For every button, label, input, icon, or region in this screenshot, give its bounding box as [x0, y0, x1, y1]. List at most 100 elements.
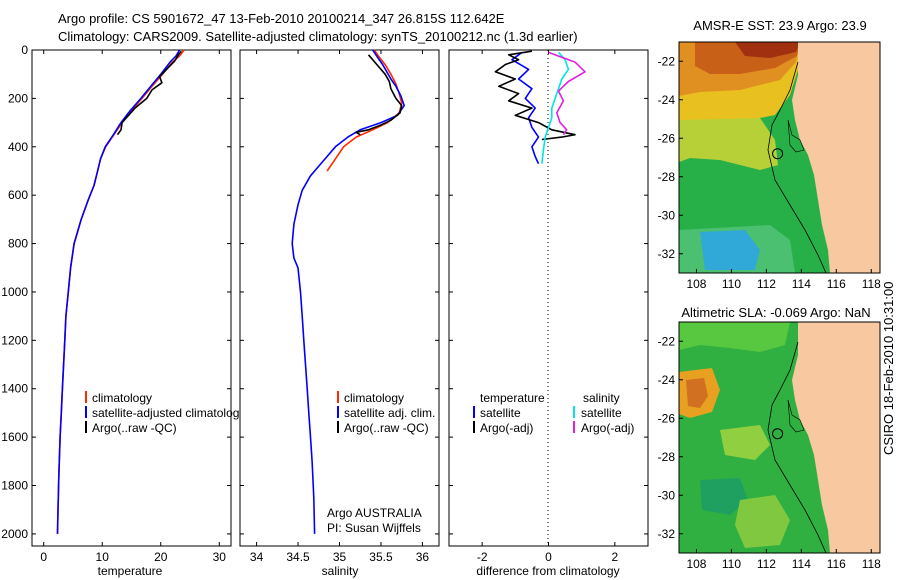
- sla-mid-patch: [720, 425, 770, 460]
- salinity-annotation-line2: PI: Susan Wijffels: [327, 521, 421, 535]
- salinity-ticks: 34 34.5 35 35.5 36: [240, 49, 439, 564]
- difference-series-1-line: [494, 50, 576, 141]
- sst-map-ytick-label: -22: [658, 54, 676, 68]
- side-credit-label: CSIRO 18-Feb-2010 10:31:00: [881, 282, 896, 455]
- temperature-legend-argo: Argo(..raw -QC): [92, 421, 177, 435]
- sst-map-field: [679, 42, 880, 273]
- sla-mid-patch-2: [735, 495, 790, 548]
- temperature-legend-climatology: climatology: [92, 391, 152, 405]
- sst-map-xtick-label: 112: [757, 277, 776, 291]
- sst-land: [792, 42, 880, 273]
- temperature-ytick-label: 800: [8, 237, 28, 251]
- temperature-xtick-label: 0: [40, 550, 47, 564]
- temperature-ytick-label: 1400: [1, 382, 28, 396]
- temperature-ytick-label: 1600: [1, 430, 28, 444]
- sla-map-ticks: 108 110 112 114 116 118 -22 -24 -26 -28 -30 -32: [658, 334, 881, 571]
- temperature-ytick-label: 400: [8, 140, 28, 154]
- sla-map-ytick-label: -22: [658, 334, 676, 348]
- sst-hottest-core: [735, 42, 800, 58]
- temperature-xtick-label: 20: [154, 550, 168, 564]
- temperature-ytick-label: 1800: [1, 479, 28, 493]
- difference-series-3-line: [548, 51, 586, 136]
- salinity-xtick-label: 36: [416, 550, 430, 564]
- sla-map-xtick-label: 114: [792, 557, 811, 571]
- sst-map-ytick-label: -26: [658, 131, 676, 145]
- difference-xtick-label: 0: [545, 550, 552, 564]
- sla-land: [792, 322, 880, 553]
- difference-series-0-line: [511, 51, 540, 165]
- header-line-1: Argo profile: CS 5901672_47 13-Feb-2010 …: [58, 11, 505, 26]
- temperature-ytick-label: 1200: [1, 333, 28, 347]
- temperature-ytick-label: 0: [21, 43, 28, 57]
- difference-legend-header-temperature: temperature: [480, 391, 545, 405]
- difference-series-2-line: [541, 51, 570, 164]
- sla-map-frame: [678, 321, 881, 554]
- difference-xtick-label: 2: [611, 550, 618, 564]
- sla-map-panel: Altimetric SLA: -0.069 Argo: NaN 108 110 1…: [658, 305, 881, 571]
- sla-map-xtick-label: 108: [686, 557, 706, 571]
- difference-xlabel: difference from climatology: [476, 564, 619, 578]
- difference-legend-temp-argo: Argo(-adj): [480, 421, 533, 435]
- difference-legend-sal-satellite: satellite: [581, 406, 622, 420]
- sst-map-ytick-label: -24: [658, 93, 676, 107]
- header-line-2: Climatology: CARS2009. Satellite-adjuste…: [58, 29, 578, 44]
- temperature-series-2-line: [116, 50, 182, 136]
- salinity-legend: climatology satellite adj. clim. Argo(..…: [337, 391, 435, 435]
- salinity-legend-climatology: climatology: [344, 391, 404, 405]
- difference-ticks: -2 0 2: [449, 49, 648, 564]
- salinity-xtick-label: 34: [250, 550, 264, 564]
- sla-high-core: [686, 378, 708, 408]
- sla-band-top: [679, 322, 790, 352]
- temperature-legend-satellite: satellite-adjusted climatology: [92, 406, 245, 420]
- temperature-xlabel: temperature: [98, 564, 163, 578]
- difference-series: [494, 50, 586, 165]
- temperature-ticks: 0 10 20 30 0 200 400 600 800 1000 1200 1400 1600 1800…: [1, 43, 231, 564]
- sst-map-xtick-label: 110: [722, 277, 741, 291]
- temperature-panel: 0 10 20 30 0 200 400 600 800 1000 1200 1400 1600 1800…: [1, 43, 245, 578]
- temperature-legend: climatology satellite-adjusted climatolo…: [85, 391, 245, 435]
- sla-map-ytick-label: -32: [658, 527, 676, 541]
- sst-map-xtick-label: 114: [792, 277, 811, 291]
- sla-shelf-contour: [767, 341, 827, 553]
- sst-shelf-contour: [767, 61, 827, 273]
- salinity-xtick-label: 35.5: [369, 550, 393, 564]
- sla-map-field: [679, 322, 880, 553]
- difference-legend: temperature salinity satellite Argo(-adj…: [473, 391, 634, 435]
- sst-map-ytick-label: -28: [658, 170, 676, 184]
- sla-map-ytick-label: -24: [658, 373, 676, 387]
- sst-map-frame: [678, 41, 881, 274]
- sla-low-patch: [700, 478, 748, 515]
- sla-map-ytick-label: -28: [658, 450, 676, 464]
- difference-legend-sal-argo: Argo(-adj): [581, 421, 634, 435]
- sst-map-title: AMSR-E SST: 23.9 Argo: 23.9: [693, 18, 866, 33]
- temperature-ytick-label: 1000: [1, 285, 28, 299]
- temperature-xtick-label: 30: [213, 550, 227, 564]
- sla-argo-marker: [772, 428, 784, 440]
- difference-legend-header-salinity: salinity: [583, 391, 620, 405]
- sla-map-ytick-label: -30: [658, 488, 676, 502]
- salinity-xlabel: salinity: [322, 564, 359, 578]
- temperature-axes-frame: [31, 49, 232, 547]
- temperature-ytick-label: 600: [8, 188, 28, 202]
- salinity-xtick-label: 35: [333, 550, 347, 564]
- sst-map-ytick-label: -32: [658, 247, 676, 261]
- temperature-ytick-label: 200: [8, 91, 28, 105]
- sla-bay: [787, 399, 805, 433]
- salinity-series-1-line: [291, 49, 406, 534]
- temperature-series-1-line: [56, 49, 181, 534]
- salinity-axes-frame: [239, 49, 440, 547]
- difference-legend-temp-satellite: satellite: [480, 406, 521, 420]
- sst-bay: [787, 119, 805, 153]
- sla-map-xtick-label: 112: [757, 557, 776, 571]
- sst-map-xtick-label: 118: [862, 277, 881, 291]
- salinity-annotation-line1: Argo AUSTRALIA: [327, 506, 422, 520]
- sst-map-ytick-label: -30: [658, 208, 676, 222]
- temperature-xtick-label: 10: [96, 550, 110, 564]
- sla-map-title: Altimetric SLA: -0.069 Argo: NaN: [681, 305, 870, 320]
- salinity-panel: 34 34.5 35 35.5 36 salinity climatology sate…: [239, 49, 440, 578]
- sst-map-panel: AMSR-E SST: 23.9 Argo: 23.9 108 110 112 114…: [658, 18, 881, 291]
- salinity-xtick-label: 34.5: [286, 550, 310, 564]
- temperature-ytick-label: 2000: [1, 527, 28, 541]
- temperature-series: [56, 49, 185, 534]
